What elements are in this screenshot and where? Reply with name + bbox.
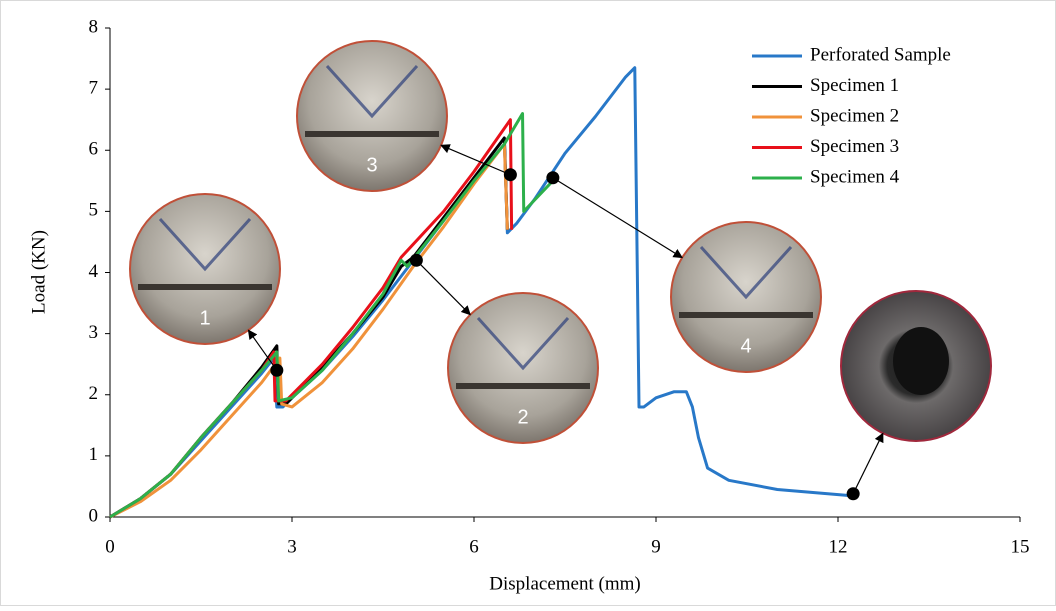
y-tick-label: 8 bbox=[89, 16, 99, 37]
x-tick-label: 3 bbox=[287, 536, 297, 557]
x-tick-label: 0 bbox=[105, 536, 115, 557]
x-tick-label: 6 bbox=[469, 536, 479, 557]
legend-label: Specimen 2 bbox=[810, 105, 899, 126]
photo-detail bbox=[325, 64, 419, 119]
y-tick-label: 1 bbox=[89, 444, 99, 465]
annotation-point bbox=[409, 253, 423, 267]
legend-label: Specimen 3 bbox=[810, 136, 899, 157]
annotation-arrow bbox=[415, 259, 471, 316]
photo-label: 1 bbox=[199, 307, 210, 329]
annotation-point bbox=[546, 171, 560, 185]
annotation-arrow bbox=[852, 432, 884, 495]
photo-detail bbox=[679, 312, 813, 318]
y-tick-label: 2 bbox=[89, 383, 99, 404]
annotation-arrow bbox=[247, 329, 278, 371]
legend-label: Perforated Sample bbox=[810, 44, 951, 65]
photo-label: 2 bbox=[517, 406, 528, 428]
photo-label: 3 bbox=[366, 154, 377, 176]
y-tick-label: 6 bbox=[89, 139, 99, 160]
x-tick-label: 15 bbox=[1011, 536, 1030, 557]
photo-detail bbox=[138, 284, 272, 290]
annotation-point bbox=[503, 168, 517, 182]
photo-label: 4 bbox=[740, 335, 751, 357]
annotation-point bbox=[846, 487, 860, 501]
photo-detail bbox=[699, 245, 793, 300]
photo-detail bbox=[893, 327, 949, 395]
x-tick-label: 9 bbox=[651, 536, 661, 557]
series-line bbox=[109, 66, 851, 519]
y-tick-label: 5 bbox=[89, 200, 99, 221]
photo-detail bbox=[305, 131, 439, 137]
annotation-arrow bbox=[552, 177, 684, 259]
legend-label: Specimen 4 bbox=[810, 166, 900, 187]
y-tick-label: 0 bbox=[89, 505, 99, 526]
y-tick-label: 3 bbox=[89, 322, 99, 343]
x-axis-label: Displacement (mm) bbox=[489, 573, 640, 594]
series-line bbox=[109, 112, 554, 519]
y-tick-label: 7 bbox=[89, 77, 99, 98]
photo-detail bbox=[476, 316, 570, 371]
y-tick-label: 4 bbox=[89, 261, 99, 282]
annotation-point bbox=[270, 363, 284, 377]
photo-detail bbox=[158, 217, 252, 272]
y-axis-label: Load (KN) bbox=[28, 230, 49, 314]
photo-detail bbox=[456, 383, 590, 389]
annotation-arrow bbox=[440, 144, 511, 176]
series-line bbox=[109, 142, 509, 519]
x-tick-label: 12 bbox=[829, 536, 848, 557]
legend-label: Specimen 1 bbox=[810, 75, 899, 96]
